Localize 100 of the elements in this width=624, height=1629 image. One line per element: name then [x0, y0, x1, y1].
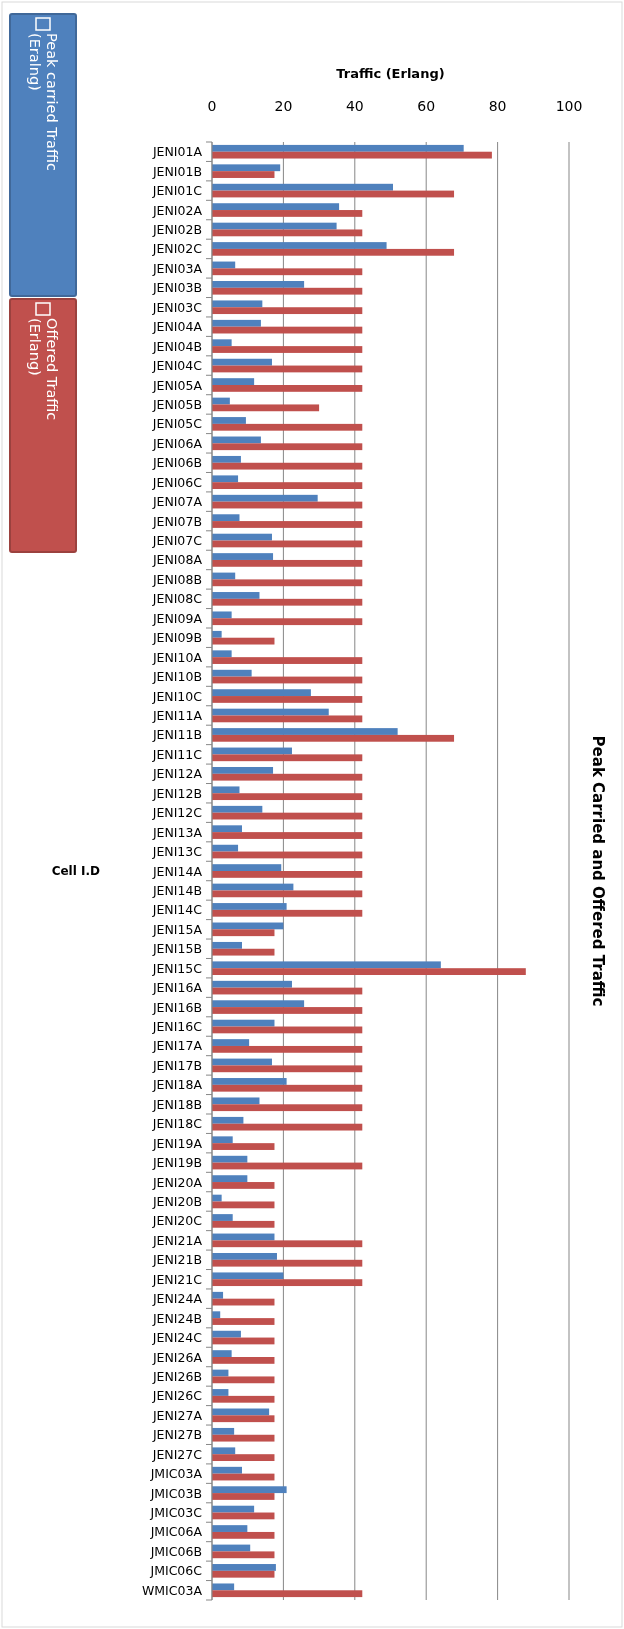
- bar: [212, 1007, 363, 1014]
- y-tick-label: JMIC03A: [149, 1466, 203, 1482]
- bar: [212, 767, 274, 774]
- y-tick-label: JENI01A: [151, 144, 203, 160]
- bar: [212, 890, 363, 898]
- bar: [212, 521, 363, 528]
- bar: [212, 1078, 287, 1085]
- bar: [212, 144, 464, 152]
- y-tick-label: JENI04C: [151, 358, 203, 374]
- bar: [212, 494, 318, 502]
- bar: [212, 611, 232, 619]
- y-tick-label: JENI24C: [151, 1330, 203, 1346]
- bar: [212, 553, 274, 560]
- bar: [212, 864, 282, 871]
- bar: [212, 1065, 363, 1073]
- y-tick-label: JENI05A: [151, 377, 203, 393]
- y-tick-label: JMIC06A: [149, 1524, 203, 1540]
- bar: [212, 242, 387, 249]
- bar: [212, 1143, 275, 1150]
- bar: [212, 1427, 235, 1435]
- bar: [212, 1415, 275, 1423]
- bar: [212, 1493, 275, 1500]
- bar: [212, 715, 363, 723]
- bar: [212, 980, 292, 988]
- bar: [212, 871, 363, 878]
- y-tick-label: JENI18C: [151, 1116, 203, 1132]
- y-tick-label: JENI27C: [151, 1446, 203, 1462]
- bar: [212, 805, 263, 813]
- bar: [212, 1175, 248, 1183]
- bar: [212, 689, 311, 697]
- bar: [212, 696, 363, 703]
- bar: [212, 1136, 233, 1144]
- y-tick-label: JENI06B: [151, 455, 202, 471]
- y-tick-label: JENI20B: [151, 1193, 202, 1209]
- bar: [212, 533, 272, 541]
- bar: [212, 385, 363, 392]
- y-tick-label: JENI24B: [151, 1310, 202, 1326]
- y-tick-label: JENI17A: [151, 1038, 203, 1054]
- bar: [212, 1434, 275, 1442]
- bar: [212, 319, 261, 327]
- y-tick-label: JENI03B: [151, 280, 202, 296]
- bar: [212, 307, 363, 315]
- bar: [212, 151, 492, 159]
- y-tick-label: JENI11B: [151, 727, 202, 743]
- x-axis-title: Traffic (Erlang): [336, 66, 445, 81]
- y-tick-label: JENI04A: [151, 319, 203, 335]
- text: Peak Carried and Offered Traffic: [589, 735, 607, 1007]
- bar: [212, 909, 363, 917]
- bar: [212, 630, 222, 638]
- y-tick-label: JENI27B: [151, 1427, 202, 1443]
- y-tick-label: WMIC03A: [141, 1582, 203, 1598]
- bar: [212, 832, 363, 839]
- y-tick-label: JENI02A: [151, 202, 203, 218]
- y-tick-label: JENI10C: [151, 688, 203, 704]
- bar: [212, 559, 363, 567]
- y-tick-label: JENI15A: [151, 921, 203, 937]
- bar: [212, 1505, 255, 1513]
- bar: [212, 210, 363, 217]
- bar: [212, 443, 363, 451]
- y-tick-label: JENI14B: [151, 882, 202, 898]
- bar: [212, 1447, 236, 1455]
- bar: [212, 961, 441, 969]
- bar: [212, 1155, 248, 1163]
- y-tick-label: JENI08A: [151, 552, 203, 568]
- bar: [212, 1454, 275, 1461]
- y-tick-label: JMIC03B: [149, 1485, 202, 1501]
- y-tick-label: JENI17B: [151, 1057, 202, 1073]
- bar: [212, 183, 393, 191]
- bar: [212, 1000, 305, 1008]
- y-tick-label: JENI27A: [151, 1407, 203, 1423]
- bar: [212, 346, 363, 353]
- y-tick-label: JENI21A: [151, 1232, 203, 1248]
- y-tick-label: JENI06A: [151, 435, 203, 451]
- bar: [212, 657, 363, 664]
- x-tick-label: 100: [555, 98, 583, 114]
- bar: [212, 358, 272, 366]
- bar: [212, 1389, 229, 1396]
- bar: [212, 203, 340, 211]
- bar: [212, 171, 275, 178]
- x-tick-label: 0: [207, 98, 217, 114]
- legend-label: Peak carried Traffic (Eralng): [26, 33, 60, 171]
- bar: [212, 423, 363, 431]
- y-tick-label: JENI18B: [151, 1096, 202, 1112]
- bar: [212, 268, 363, 276]
- y-tick-label: JENI19A: [151, 1135, 203, 1151]
- y-tick-label: JENI19B: [151, 1155, 202, 1171]
- y-tick-label: JENI03C: [151, 299, 203, 315]
- legend-label: Offered Traffic (Erlang): [26, 318, 60, 421]
- x-tick-label: 20: [274, 98, 293, 114]
- y-tick-label: JENI06C: [151, 474, 203, 490]
- y-tick-label: JENI11C: [151, 746, 203, 762]
- bar: [212, 1570, 275, 1578]
- bar: [212, 1564, 276, 1571]
- y-tick-label: JENI08B: [151, 571, 202, 587]
- bar: [212, 462, 363, 470]
- y-axis-title: Cell I.D: [51, 864, 101, 878]
- bar: [212, 637, 275, 645]
- bar: [212, 1019, 275, 1027]
- y-tick-label: JENI09B: [151, 630, 202, 646]
- bar: [212, 929, 275, 937]
